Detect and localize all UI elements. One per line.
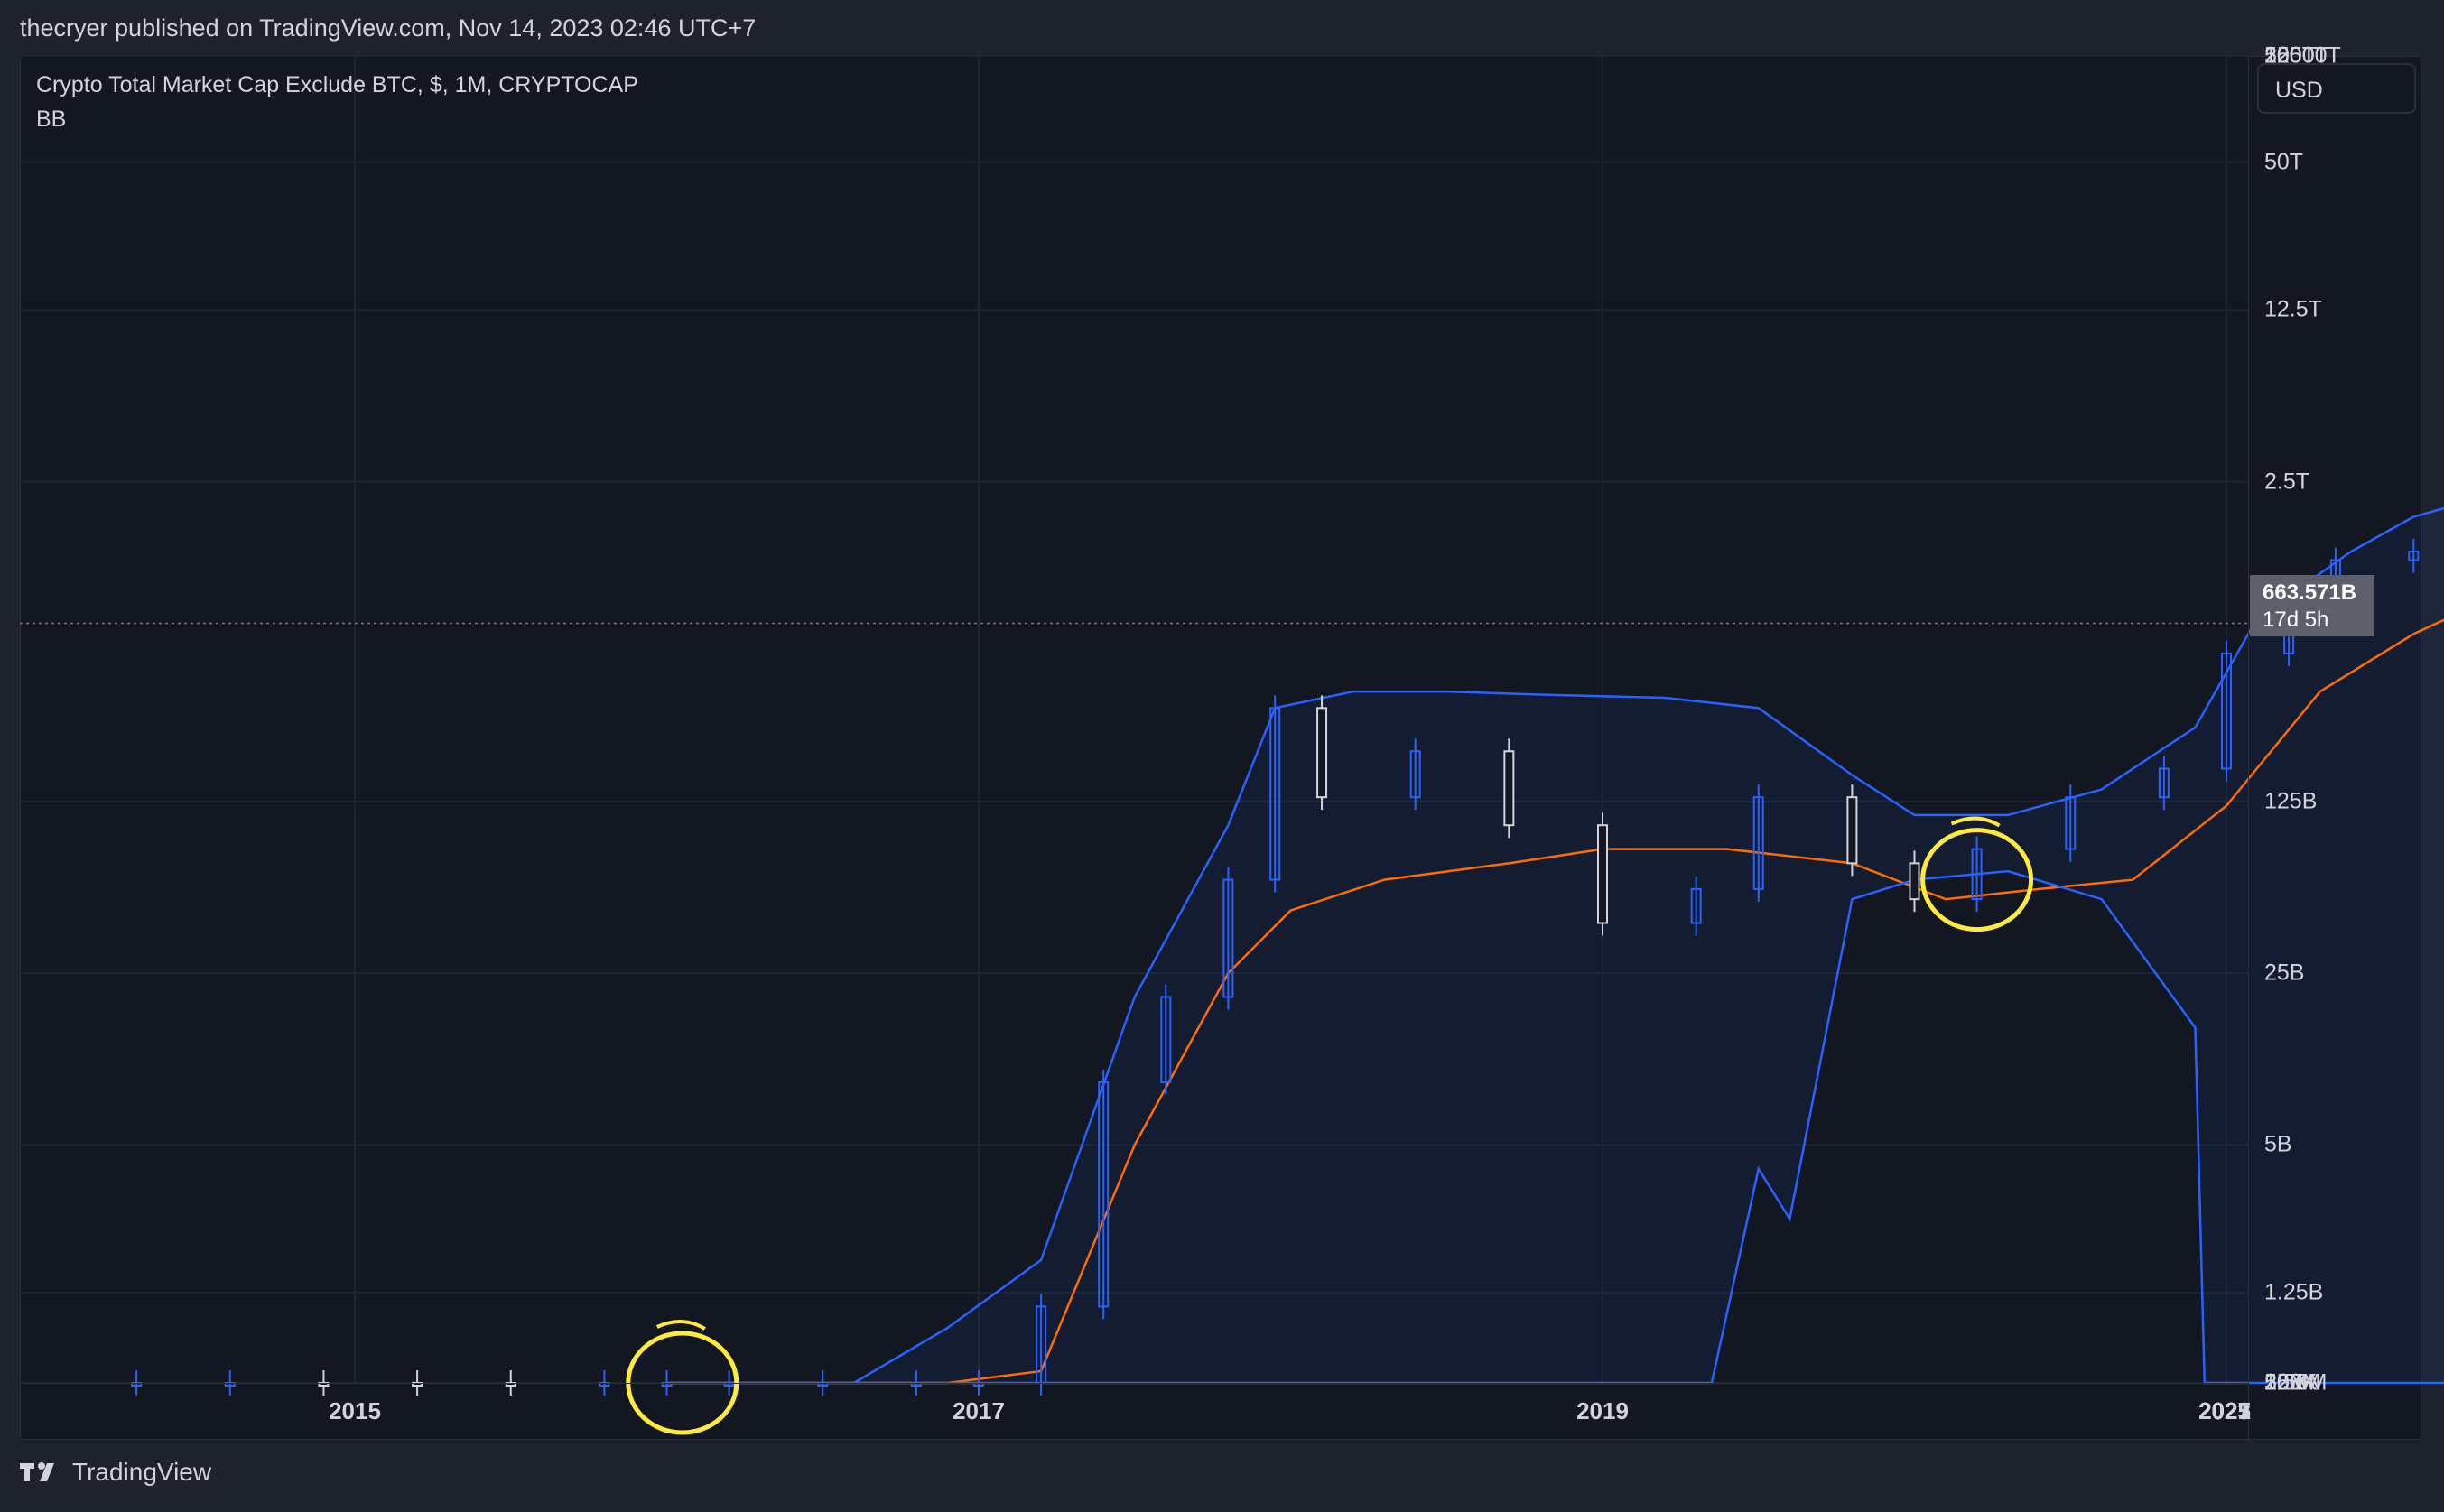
price-tick-25B: 25B [2264,960,2305,986]
annotation-circle-2 [1920,828,2034,932]
legend-symbol[interactable]: Crypto Total Market Cap Exclude BTC, $, … [36,72,638,97]
band-fill [666,508,2444,1383]
candle-body [2221,652,2232,770]
published-text: thecryer published on TradingView.com, N… [20,14,757,42]
candle-body [1316,707,1328,799]
time-tick-2023: 2023 [2198,1397,2251,1424]
price-tick-50T: 50T [2264,149,2304,175]
price-axis-divider [2248,56,2249,1440]
currency-button[interactable]: USD [2257,63,2416,114]
candle-body [1597,824,1608,924]
price-tick-50M: 50M [2264,1369,2309,1396]
time-tick-2025: 2025 [2198,1397,2251,1424]
price-tick-25K: 25K [2264,1369,2305,1396]
time-tick-2017: 2017 [953,1397,1005,1424]
annotation-tick-2 [1950,816,2001,828]
price-tick-1.25B: 1.25B [2264,1279,2324,1305]
legend-indicator[interactable]: BB [36,107,67,132]
candle-body [1409,750,1421,799]
candle-body [1846,796,1858,865]
price-tick-500K: 500K [2264,1369,2318,1396]
candle-body [1098,1081,1110,1308]
time-axis-divider [20,1383,2248,1384]
price-tick-12.5M: 12.5M [2264,1369,2328,1396]
price-tick-20000T: 20000T [2264,42,2341,69]
tradingview-logo-icon [20,1462,54,1481]
candle-body [1222,878,1234,998]
price-tick-2.5T: 2.5T [2264,468,2310,495]
candle-body [1036,1305,1047,1384]
time-tick-2015: 2015 [329,1397,381,1424]
time-tick-2027: 2027 [2198,1397,2251,1424]
candle-body [1690,887,1702,924]
top-bar: thecryer published on TradingView.com, N… [0,0,2444,56]
bollinger-bands [666,506,2444,1385]
last-price-label: 663.571B 17d 5h [2250,575,2374,636]
price-tick-250M: 250M [2264,1369,2321,1396]
price-tick-250T: 250T [2264,42,2316,69]
brand-name: TradingView [72,1458,212,1486]
price-tick-125K: 125K [2264,1369,2318,1396]
price-tick-125B: 125B [2264,788,2318,814]
price-tick-1250T: 1250T [2264,42,2328,69]
price-candles [131,538,2420,1396]
price-tick-5B: 5B [2264,1131,2292,1157]
candle-body [1160,996,1172,1083]
tradingview-logo[interactable]: TradingView [20,1458,211,1487]
candle-body [1909,862,1920,901]
annotation-tick-1 [655,1320,706,1331]
time-tick-2019: 2019 [1576,1397,1629,1424]
price-tick-5000T: 5000T [2264,42,2328,69]
candle-body [1752,796,1764,890]
chart-pane[interactable] [20,56,2421,1440]
price-tick-12.5T: 12.5T [2264,296,2322,322]
candle-body [1971,848,1983,901]
price-tick-2.5M: 2.5M [2264,1369,2315,1396]
candle-body [2158,767,2170,799]
bb-upper-line [666,506,2444,1385]
bar-countdown: 17d 5h [2263,608,2329,632]
time-tick-2021: 2021 [2198,1397,2251,1424]
candle-body [1503,750,1515,827]
candle-body [2408,550,2420,561]
candle-body [1269,707,1281,881]
candle-body [2065,796,2077,850]
last-price-value: 663.571B [2263,580,2357,605]
